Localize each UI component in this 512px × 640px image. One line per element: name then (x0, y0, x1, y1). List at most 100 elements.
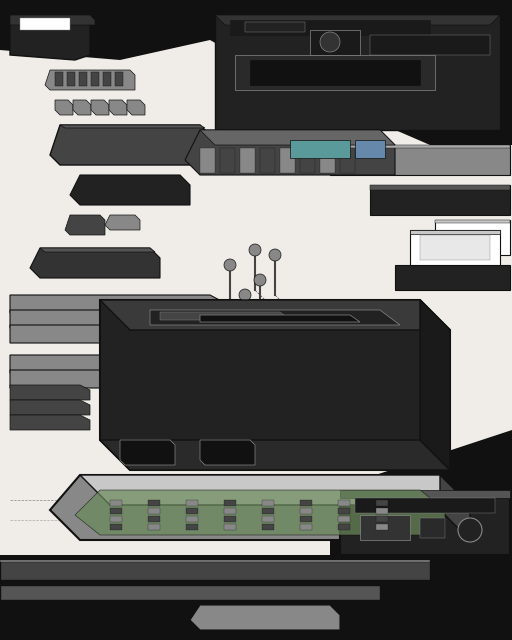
Bar (103, 72, 111, 86)
Circle shape (254, 274, 266, 286)
Polygon shape (0, 585, 380, 600)
Polygon shape (10, 325, 185, 343)
Bar (262, 508, 274, 514)
Polygon shape (30, 248, 160, 278)
Bar (355, 140, 385, 158)
Bar (110, 508, 122, 514)
Polygon shape (435, 220, 510, 223)
Bar (245, 22, 305, 32)
Bar (148, 524, 160, 530)
Bar (148, 508, 160, 514)
Polygon shape (310, 30, 360, 55)
Polygon shape (330, 145, 510, 175)
Polygon shape (80, 475, 470, 505)
Bar (186, 508, 198, 514)
Polygon shape (60, 125, 205, 128)
Bar (300, 148, 315, 173)
Circle shape (249, 244, 261, 256)
Polygon shape (10, 15, 95, 25)
Circle shape (269, 249, 281, 261)
Polygon shape (185, 130, 395, 175)
Polygon shape (435, 220, 510, 255)
Polygon shape (70, 175, 190, 205)
Bar (420, 235, 490, 260)
Polygon shape (50, 475, 470, 540)
Bar (300, 500, 312, 506)
Bar (262, 500, 274, 506)
Polygon shape (0, 0, 210, 60)
Bar (338, 508, 350, 514)
Bar (300, 524, 312, 530)
Polygon shape (215, 15, 500, 130)
Bar (340, 148, 355, 173)
Polygon shape (10, 400, 90, 415)
Polygon shape (45, 70, 135, 90)
Polygon shape (50, 125, 210, 165)
Polygon shape (215, 15, 500, 25)
Polygon shape (210, 0, 512, 145)
Polygon shape (10, 310, 205, 328)
Polygon shape (40, 248, 155, 252)
Polygon shape (0, 555, 512, 640)
Bar (262, 516, 274, 522)
Polygon shape (440, 475, 470, 540)
Polygon shape (150, 310, 400, 325)
Polygon shape (120, 440, 175, 465)
Bar (110, 524, 122, 530)
Bar (300, 508, 312, 514)
Polygon shape (160, 312, 290, 320)
Bar (224, 524, 236, 530)
Polygon shape (109, 100, 127, 115)
Bar (55, 72, 63, 86)
Polygon shape (10, 295, 225, 313)
Polygon shape (200, 440, 255, 465)
Polygon shape (100, 440, 450, 470)
Polygon shape (340, 490, 510, 555)
Bar (240, 148, 255, 173)
Bar (338, 516, 350, 522)
Bar (376, 500, 388, 506)
Polygon shape (0, 560, 430, 580)
Bar (338, 524, 350, 530)
Bar (148, 500, 160, 506)
Polygon shape (65, 215, 105, 235)
Polygon shape (91, 100, 109, 115)
Bar (355, 498, 495, 513)
Bar (376, 508, 388, 514)
Bar (300, 516, 312, 522)
Bar (115, 72, 123, 86)
Polygon shape (190, 605, 340, 630)
Polygon shape (10, 415, 90, 430)
Polygon shape (100, 300, 450, 470)
Polygon shape (10, 385, 90, 400)
Bar (110, 516, 122, 522)
Bar (338, 500, 350, 506)
Bar (224, 516, 236, 522)
Circle shape (458, 518, 482, 542)
Circle shape (239, 289, 251, 301)
Bar (290, 140, 350, 158)
Bar (376, 516, 388, 522)
Polygon shape (10, 370, 175, 388)
Bar (79, 72, 87, 86)
Polygon shape (370, 185, 510, 215)
Polygon shape (200, 130, 395, 145)
Bar (376, 524, 388, 530)
Polygon shape (200, 315, 360, 322)
Circle shape (224, 259, 236, 271)
Bar (20, 18, 70, 30)
Bar (370, 35, 490, 55)
Polygon shape (105, 215, 140, 230)
Bar (186, 500, 198, 506)
Circle shape (320, 32, 340, 52)
Bar (220, 148, 235, 173)
Bar (186, 524, 198, 530)
Polygon shape (127, 100, 145, 115)
Bar (260, 148, 275, 173)
Polygon shape (10, 15, 90, 60)
Polygon shape (410, 230, 500, 234)
Bar (250, 60, 420, 85)
Bar (230, 20, 430, 35)
Polygon shape (75, 490, 445, 535)
Bar (420, 518, 445, 538)
